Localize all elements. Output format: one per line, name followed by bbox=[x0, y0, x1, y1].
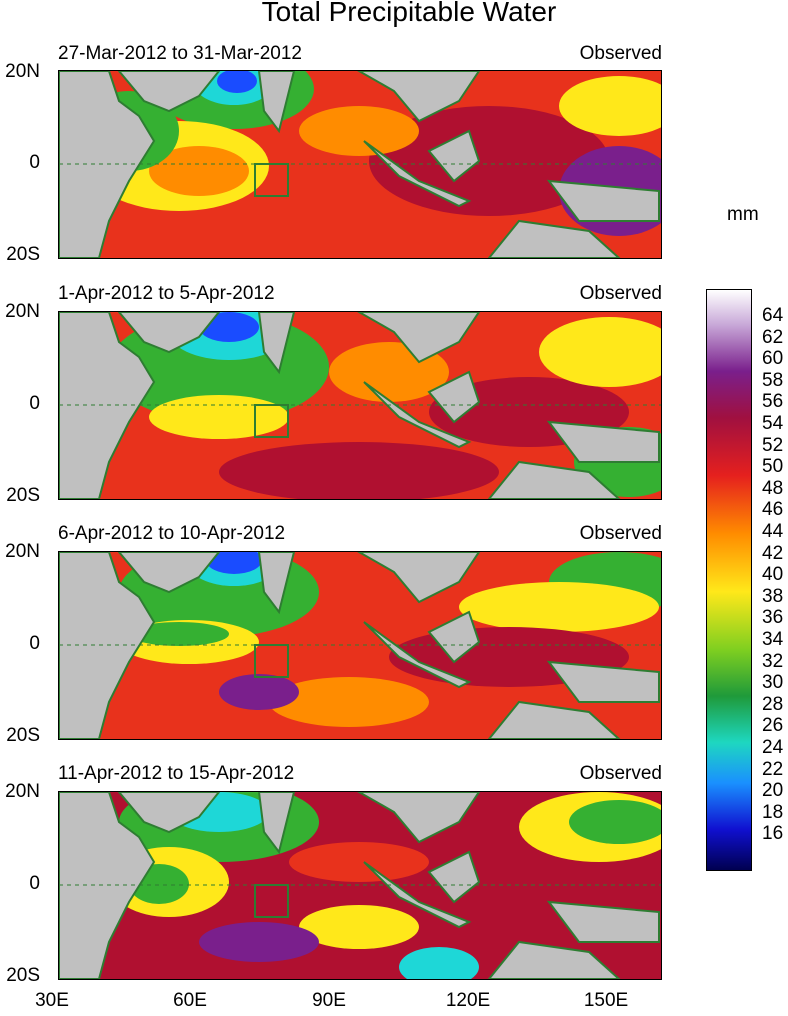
colorbar-label: 46 bbox=[762, 499, 784, 521]
colorbar-label: 40 bbox=[762, 564, 784, 586]
map-2-graphic bbox=[59, 312, 661, 499]
map-panel-3 bbox=[58, 551, 662, 740]
colorbar-unit: mm bbox=[727, 204, 759, 225]
colorbar-label: 16 bbox=[762, 823, 784, 845]
colorbar-label: 36 bbox=[762, 607, 784, 629]
colorbar-label: 64 bbox=[762, 305, 784, 326]
colorbar-label: 54 bbox=[762, 413, 784, 434]
colorbar-label: 44 bbox=[762, 521, 784, 542]
map-panel-1 bbox=[58, 70, 662, 259]
panel-3-source: Observed bbox=[579, 523, 662, 544]
panel-1-date: 27-Mar-2012 to 31-Mar-2012 bbox=[58, 43, 302, 64]
colorbar-label: 42 bbox=[762, 542, 784, 564]
colorbar-label: 62 bbox=[762, 326, 784, 348]
colorbar-label: 34 bbox=[762, 629, 784, 650]
map-3-graphic bbox=[59, 552, 661, 739]
lon-label-120e: 120E bbox=[445, 990, 491, 1011]
colorbar-label: 26 bbox=[762, 715, 784, 737]
panel-2-lat-20n: 20N bbox=[5, 301, 40, 322]
map-panel-4 bbox=[58, 791, 662, 980]
colorbar bbox=[706, 289, 752, 871]
colorbar-label: 60 bbox=[762, 348, 784, 370]
chart-title: Total Precipitable Water bbox=[261, 0, 557, 27]
colorbar-label: 32 bbox=[762, 650, 784, 672]
colorbar-label: 20 bbox=[762, 780, 784, 802]
panel-3-lat-0: 0 bbox=[29, 633, 40, 654]
map-1-graphic bbox=[59, 71, 661, 258]
colorbar-label: 28 bbox=[762, 693, 784, 715]
panel-4-lat-20n: 20N bbox=[5, 781, 40, 802]
colorbar-label: 50 bbox=[762, 456, 784, 478]
colorbar-label: 24 bbox=[762, 737, 784, 758]
panel-3-lat-20n: 20N bbox=[5, 541, 40, 562]
panel-2-lat-20s: 20S bbox=[6, 485, 40, 506]
lon-label-60e: 60E bbox=[173, 990, 207, 1011]
colorbar-label: 48 bbox=[762, 477, 784, 499]
lon-label-30e: 30E bbox=[35, 990, 69, 1011]
panel-4-date: 11-Apr-2012 to 15-Apr-2012 bbox=[58, 763, 295, 784]
colorbar-label: 30 bbox=[762, 672, 784, 694]
panel-2-date: 1-Apr-2012 to 5-Apr-2012 bbox=[58, 283, 275, 304]
panel-4-lat-0: 0 bbox=[29, 873, 40, 894]
panel-1-lat-20s: 20S bbox=[6, 244, 40, 265]
colorbar-gradient bbox=[707, 290, 751, 870]
panel-3-lat-20s: 20S bbox=[6, 725, 40, 746]
colorbar-label: 22 bbox=[762, 758, 784, 780]
colorbar-label: 56 bbox=[762, 391, 784, 413]
lon-label-150e: 150E bbox=[583, 990, 629, 1011]
colorbar-label: 52 bbox=[762, 434, 784, 456]
panel-1-source: Observed bbox=[579, 43, 662, 64]
map-panel-2 bbox=[58, 311, 662, 500]
colorbar-label: 58 bbox=[762, 369, 784, 391]
panel-1-lat-20n: 20N bbox=[5, 61, 40, 82]
panel-2-lat-0: 0 bbox=[29, 393, 40, 414]
panel-1-lat-0: 0 bbox=[29, 152, 40, 173]
map-4-graphic bbox=[59, 792, 661, 979]
panel-4-lat-20s: 20S bbox=[6, 965, 40, 986]
colorbar-label: 18 bbox=[762, 801, 784, 823]
colorbar-label: 38 bbox=[762, 585, 784, 607]
panel-3-date: 6-Apr-2012 to 10-Apr-2012 bbox=[58, 523, 286, 544]
panel-4-source: Observed bbox=[579, 763, 662, 784]
panel-2-source: Observed bbox=[579, 283, 662, 304]
lon-label-90e: 90E bbox=[312, 990, 346, 1011]
